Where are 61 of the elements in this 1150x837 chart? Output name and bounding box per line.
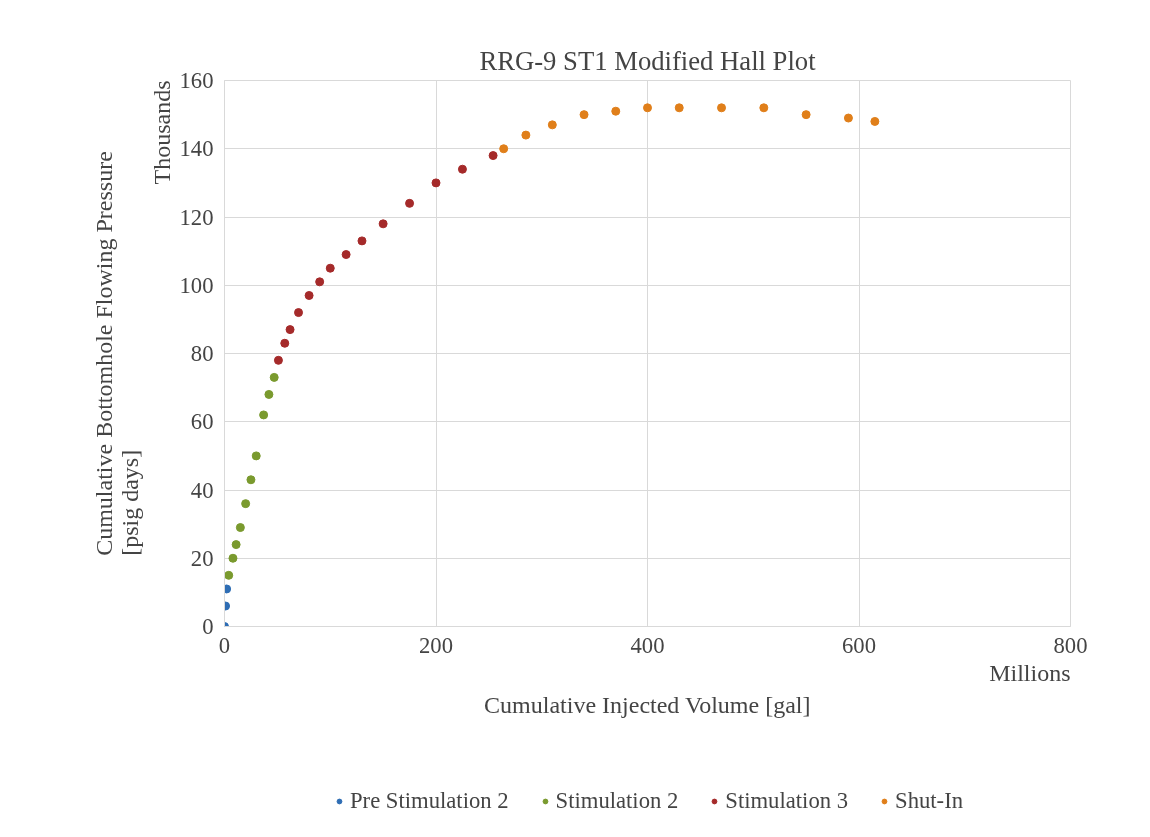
point: [259, 410, 269, 420]
point: [499, 144, 509, 154]
legend-label: Stimulation 2: [555, 788, 679, 814]
point: [273, 355, 283, 365]
point: [294, 308, 304, 318]
point: [405, 198, 415, 208]
point: [224, 584, 232, 594]
point: [643, 103, 652, 113]
point: [251, 451, 261, 461]
point: [280, 338, 290, 348]
point: [235, 523, 245, 533]
point: [269, 372, 279, 382]
point: [341, 250, 351, 260]
x-tick-label: 600: [842, 632, 876, 658]
point: [488, 151, 498, 161]
point: [843, 113, 853, 123]
y-tick-label: 60: [190, 409, 214, 435]
point: [547, 120, 557, 130]
point: [378, 219, 388, 229]
point: [759, 103, 769, 113]
y-axis-title: Cumulative Bottomhole Flowing Pressure [psig days]: [90, 151, 143, 556]
y-tick-label: 120: [179, 204, 214, 230]
point: [357, 236, 367, 246]
point: [431, 178, 441, 188]
y-tick-label: 100: [179, 272, 214, 298]
point: [457, 164, 467, 174]
x-tick-label: 800: [1053, 632, 1088, 658]
y-tick-label: 80: [190, 341, 214, 366]
text: Millions: [989, 659, 1071, 686]
point: [870, 116, 880, 126]
chart-title: RRG-9 ST1 Modified Hall Plot: [479, 45, 817, 76]
point: [325, 263, 335, 273]
point: [224, 601, 231, 611]
point: [228, 553, 238, 563]
point: [304, 291, 314, 300]
point: [521, 130, 531, 140]
y-tick-label: 140: [179, 136, 214, 162]
point: [224, 570, 234, 580]
point: [579, 110, 589, 120]
point: [285, 325, 295, 335]
point: [246, 475, 256, 485]
y-tick-label: 160: [179, 68, 214, 93]
point: [231, 540, 241, 550]
y-tick-label: 0: [202, 614, 214, 639]
point: [315, 277, 325, 287]
text: Thousands: [148, 80, 175, 185]
y-tick-label: 20: [190, 545, 214, 571]
point: [241, 499, 251, 509]
x-tick-label: 0: [218, 632, 231, 658]
legend-label: Stimulation 3: [725, 788, 849, 814]
legend-label: Shut-In: [895, 788, 964, 814]
point: [717, 103, 727, 113]
point: [264, 389, 274, 399]
point: [611, 106, 621, 116]
point: [674, 103, 684, 113]
point: [801, 110, 811, 120]
legend-label: Pre Stimulation 2: [349, 788, 509, 814]
y-tick-label: 40: [190, 477, 214, 503]
x-tick-label: 200: [419, 632, 453, 658]
x-tick-label: 400: [630, 632, 665, 658]
x-axis-title: Cumulative Injected Volume [gal]: [484, 691, 811, 718]
